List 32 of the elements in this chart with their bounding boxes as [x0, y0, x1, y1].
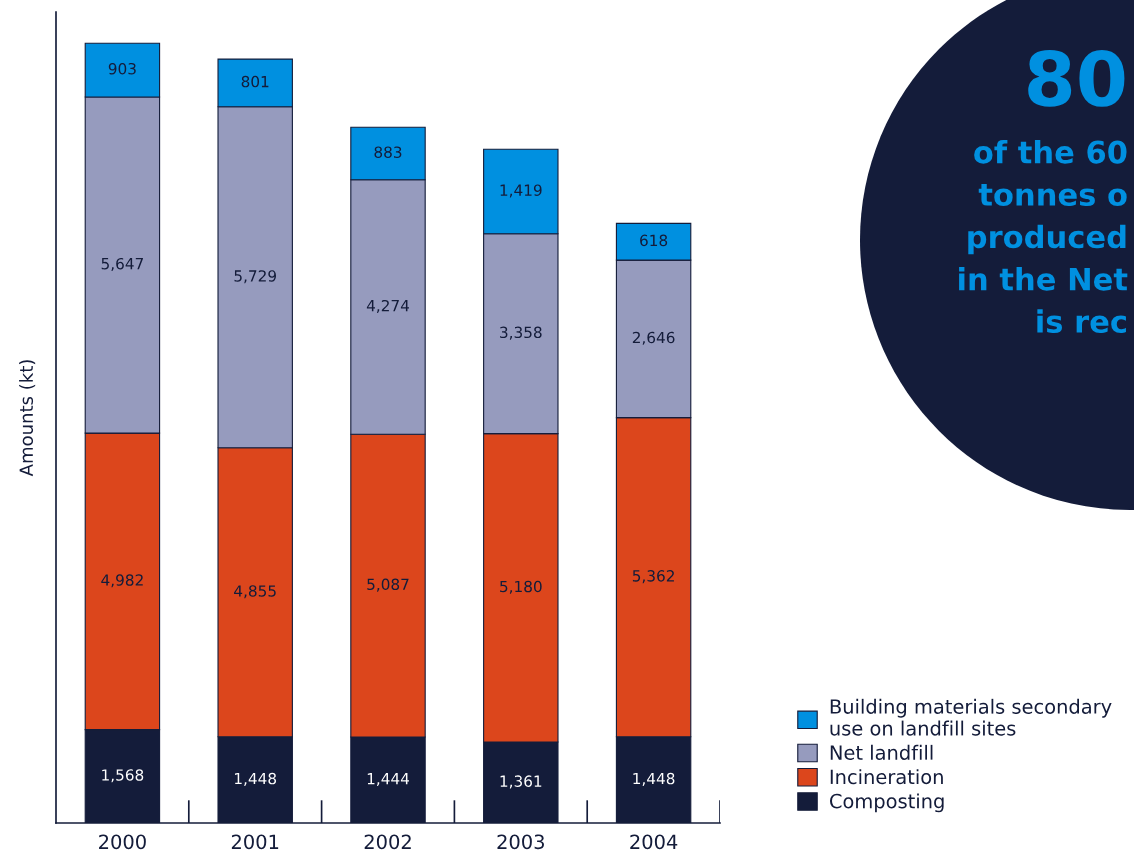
data-label: 3,358: [500, 326, 542, 340]
x-tick-label: 2001: [231, 834, 279, 850]
x-tick-label: 2000: [99, 834, 146, 850]
data-label: 5,087: [367, 578, 409, 592]
text: 80: [1028, 50, 1125, 107]
data-label: 903: [108, 62, 136, 75]
data-label: 5,362: [632, 570, 674, 584]
data-label: 4,982: [101, 574, 143, 588]
data-label: 1,361: [500, 775, 542, 789]
x-tick-label: 2004: [630, 834, 678, 850]
data-label: 1,568: [102, 769, 144, 783]
legend-label: Building materials secondary use on landfill sites: [830, 698, 1112, 736]
legend-label: Net landfill: [830, 744, 933, 760]
legend-label: Incineration: [830, 769, 943, 785]
text: of the 60 tonnes o produced in the Net is rec: [959, 140, 1128, 334]
data-label: 5,180: [500, 580, 542, 594]
data-label: 618: [640, 234, 668, 247]
data-label: 5,729: [234, 270, 276, 284]
x-tick-label: 2003: [497, 834, 544, 850]
data-label: 4,274: [366, 299, 410, 314]
data-label: 801: [241, 75, 269, 88]
data-label: 1,419: [500, 184, 542, 198]
data-label: 883: [374, 146, 402, 158]
data-label: 1,448: [235, 772, 277, 786]
data-label: 4,855: [234, 585, 276, 599]
data-label: 5,647: [101, 257, 143, 272]
legend-label: Composting: [829, 793, 944, 813]
data-label: 2,646: [632, 331, 675, 345]
y-axis-title: Amounts (kt): [19, 360, 36, 477]
x-tick-label: 2002: [364, 834, 411, 850]
data-label: 1,448: [633, 772, 675, 786]
data-label: 1,444: [367, 773, 410, 787]
